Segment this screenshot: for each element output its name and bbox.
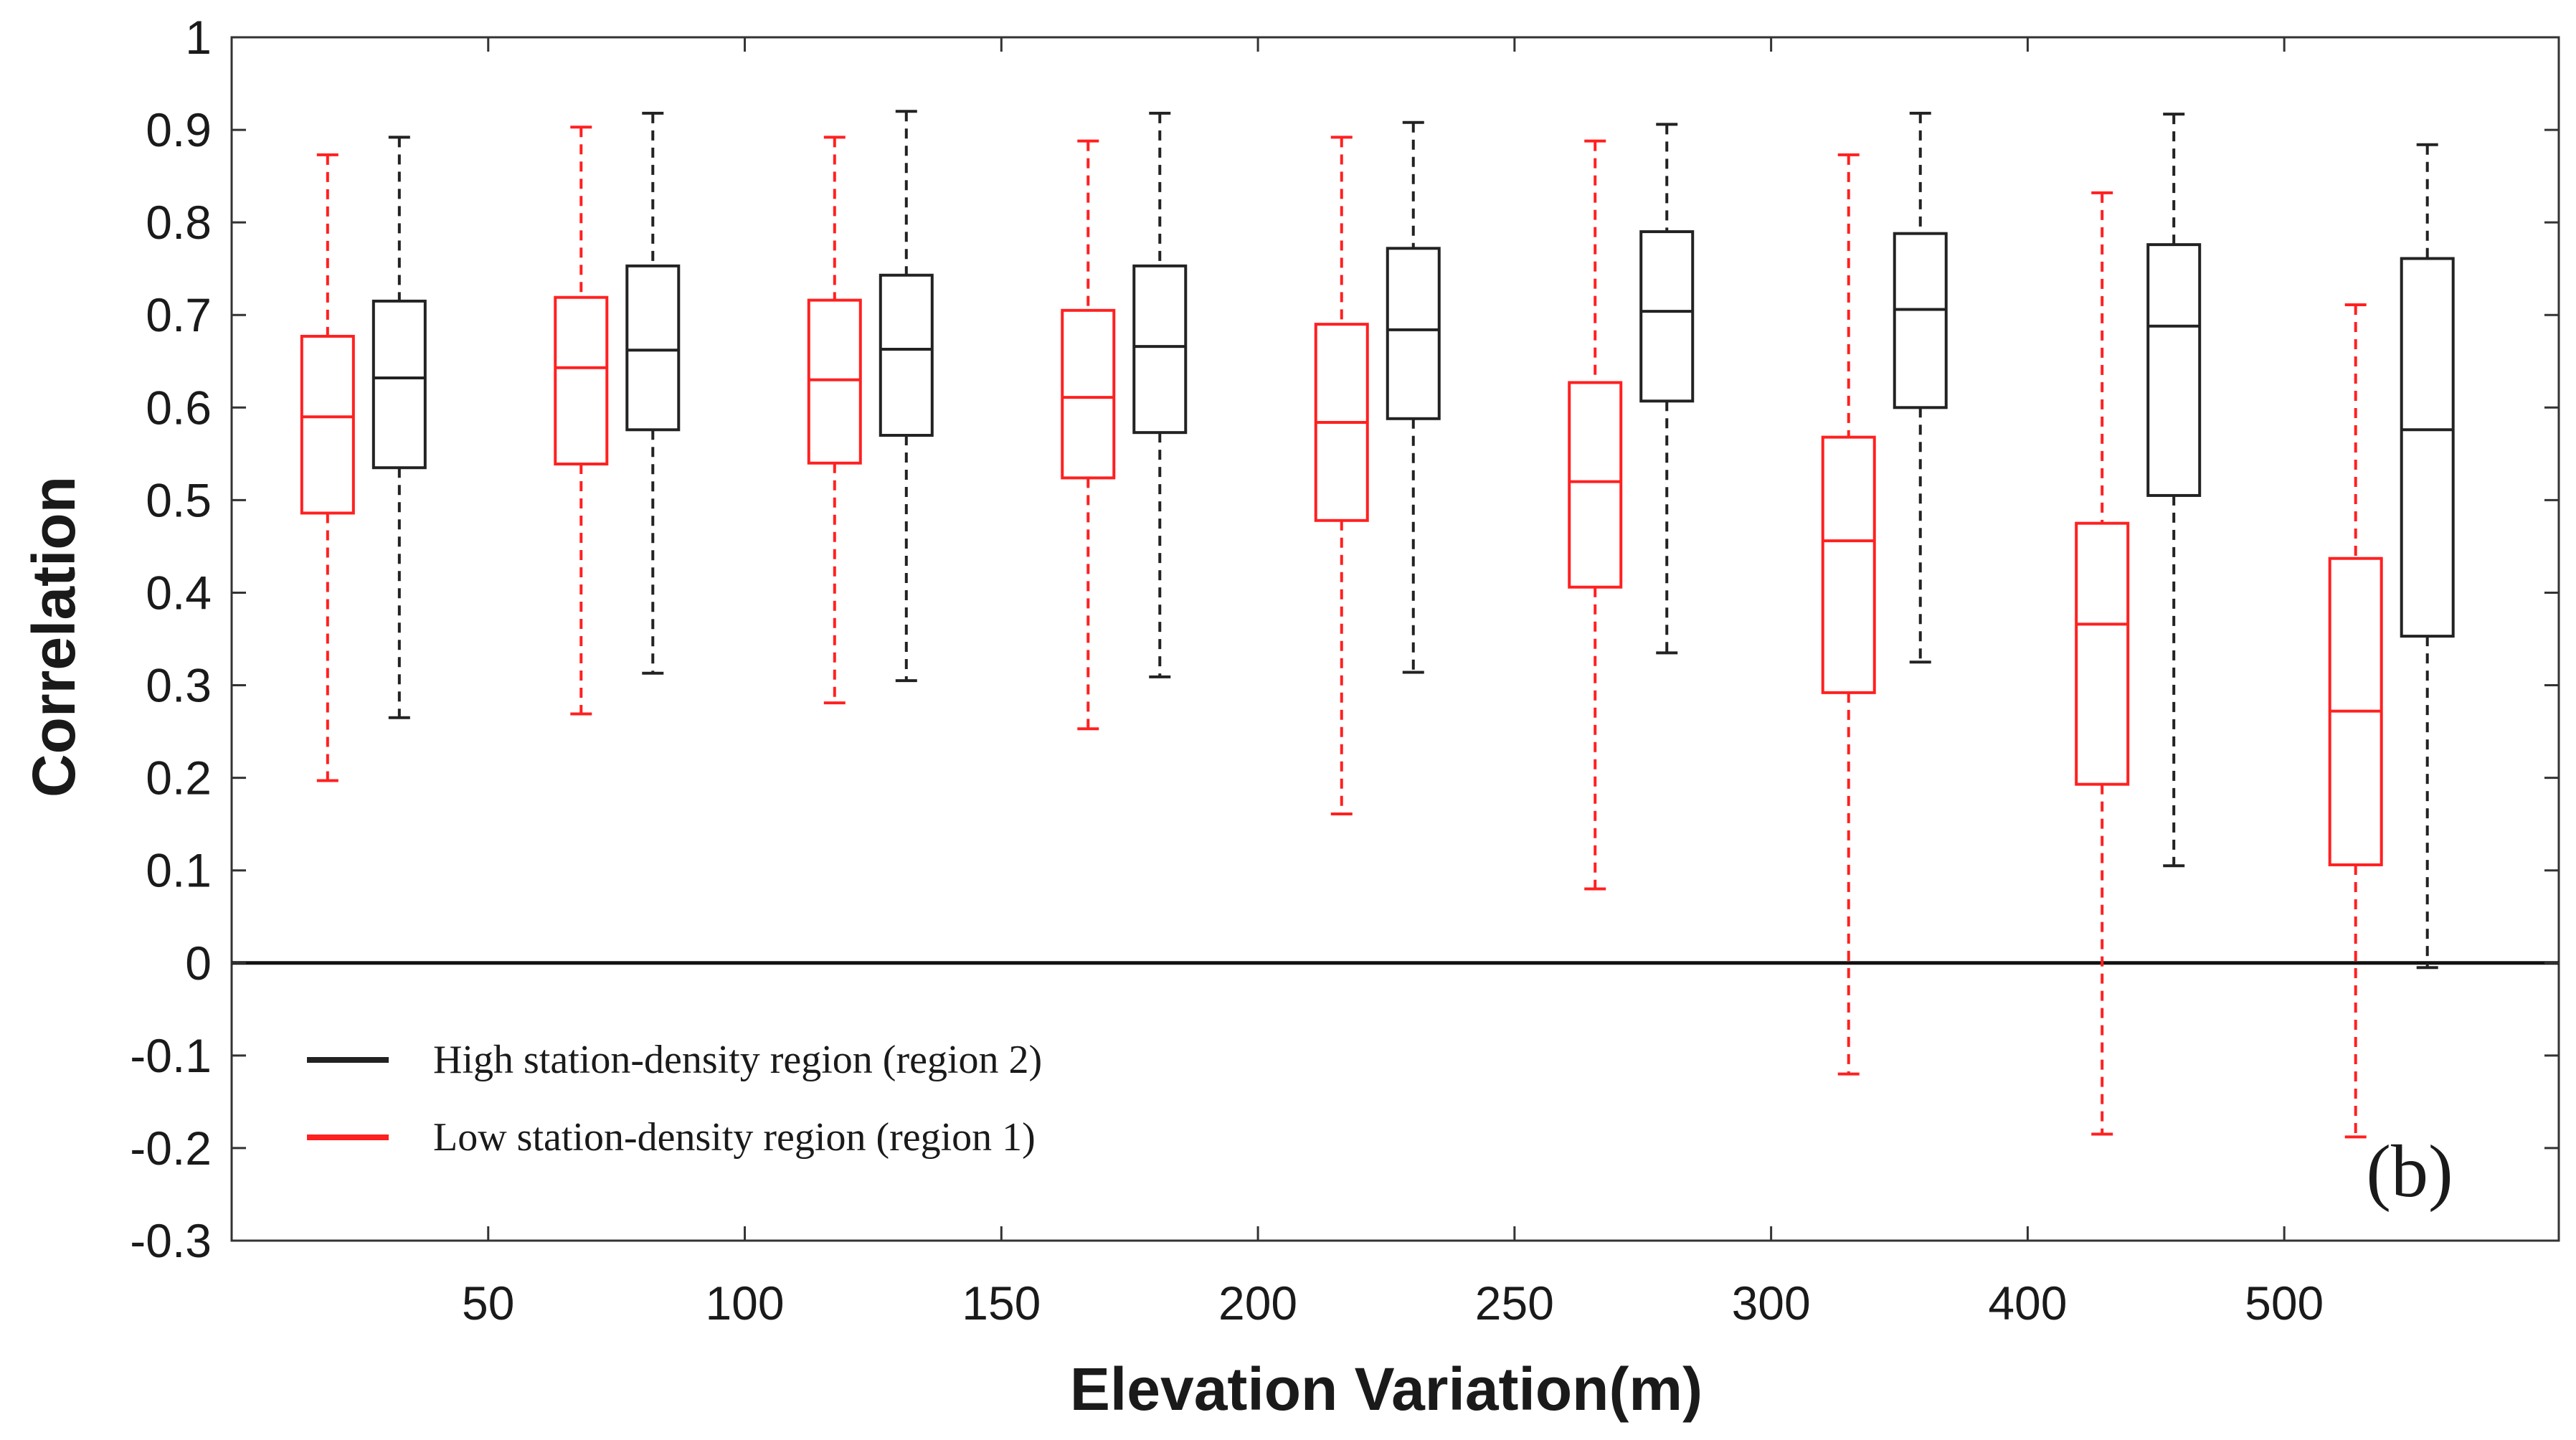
plot-area-frame	[230, 36, 2560, 1242]
y-tick-label: 0.3	[146, 659, 212, 712]
box-low-density-5	[1314, 136, 1369, 815]
box-high-density-3	[879, 110, 934, 683]
y-tick-label: 0.8	[146, 196, 212, 249]
box-iqr	[625, 264, 681, 432]
box-iqr	[2146, 243, 2202, 497]
x-tick-label: 250	[1475, 1276, 1554, 1330]
box-high-density-5	[1386, 120, 1441, 674]
x-tick-label: 200	[1218, 1276, 1297, 1330]
y-tick-label: 1	[185, 11, 212, 64]
box-high-density-8	[2146, 113, 2202, 868]
x-tick-label: 100	[705, 1276, 784, 1330]
y-tick-label: -0.1	[130, 1029, 212, 1082]
box-high-density-9	[2400, 143, 2455, 970]
box-low-density-9	[2328, 303, 2383, 1139]
x-axis-title: Elevation Variation(m)	[1070, 1355, 1703, 1423]
box-high-density-1	[371, 136, 427, 719]
box-high-density-4	[1132, 111, 1188, 678]
y-tick-label: 0	[185, 937, 212, 990]
box-iqr	[2400, 257, 2455, 638]
box-iqr	[1893, 232, 1948, 409]
x-tick-label: 500	[2245, 1276, 2324, 1330]
y-tick-label: 0.9	[146, 103, 212, 156]
legend: High station-density region (region 2) L…	[307, 1038, 1042, 1160]
box-iqr	[1061, 308, 1116, 480]
x-tick-label: 300	[1732, 1276, 1811, 1330]
boxplot-series-group	[300, 110, 2455, 1139]
box-iqr	[1821, 435, 1876, 694]
box-high-density-7	[1893, 111, 1948, 664]
y-tick-label: 0.7	[146, 288, 212, 341]
box-iqr	[300, 334, 355, 515]
y-tick-label: -0.2	[130, 1122, 212, 1175]
x-tick-label: 400	[1988, 1276, 2067, 1330]
box-iqr	[1386, 247, 1441, 420]
legend-label-low-density: Low station-density region (region 1)	[433, 1115, 1036, 1160]
box-low-density-3	[807, 136, 862, 705]
box-iqr	[2075, 521, 2130, 786]
box-high-density-6	[1639, 123, 1695, 655]
box-iqr	[879, 273, 934, 437]
box-low-density-7	[1821, 153, 1876, 1076]
box-iqr	[1639, 230, 1695, 403]
y-tick-label: 0.6	[146, 381, 212, 434]
box-low-density-6	[1568, 139, 1623, 891]
box-low-density-2	[554, 125, 609, 716]
y-tick-label: 0.2	[146, 752, 212, 805]
legend-label-high-density: High station-density region (region 2)	[433, 1038, 1042, 1082]
box-iqr	[1132, 264, 1188, 435]
box-low-density-8	[2075, 191, 2130, 1136]
box-low-density-1	[300, 153, 355, 782]
box-low-density-4	[1061, 139, 1116, 731]
box-high-density-2	[625, 111, 681, 675]
box-iqr	[371, 299, 427, 470]
box-iqr	[1568, 381, 1623, 589]
y-tick-label: 0.1	[146, 844, 212, 897]
x-tick-label: 150	[962, 1276, 1041, 1330]
x-tick-label: 50	[462, 1276, 514, 1330]
box-iqr	[807, 298, 862, 465]
x-axis-ticks: 50 100 150 200 250 300 400 500	[462, 37, 2324, 1330]
y-tick-label: 0.4	[146, 566, 212, 619]
panel-label: (b)	[2366, 1130, 2453, 1213]
y-axis-title: Correlation	[20, 476, 87, 797]
box-iqr	[554, 295, 609, 466]
y-tick-label: 0.5	[146, 473, 212, 526]
y-axis-ticks: 1 0.9 0.8 0.7 0.6 0.5 0.4 0.3 0.2 0.1 0 -0.1 -0.2 -0.…	[130, 11, 2559, 1267]
y-tick-label: -0.3	[130, 1214, 212, 1267]
